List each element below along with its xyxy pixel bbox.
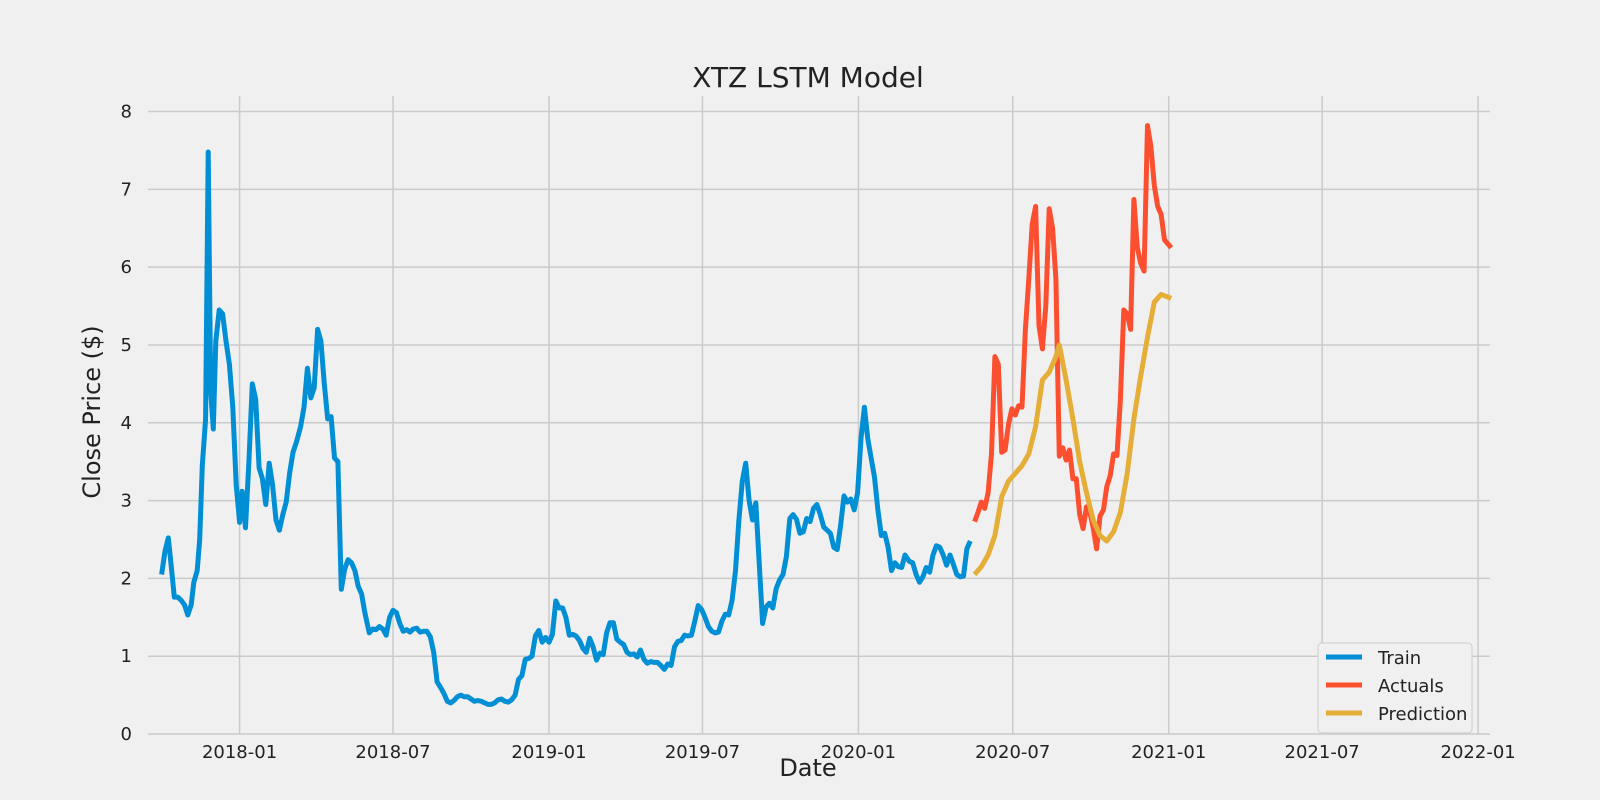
x-tick-label: 2021-07 — [1285, 742, 1360, 763]
series-line-actuals — [972, 123, 1174, 552]
y-tick-label: 0 — [121, 724, 132, 745]
y-tick-label: 2 — [121, 568, 132, 589]
x-axis-title: Date — [779, 754, 836, 782]
x-tick-label: 2022-01 — [1441, 742, 1516, 763]
legend-label-actuals: Actuals — [1378, 676, 1444, 697]
y-tick-label: 5 — [121, 335, 132, 356]
chart-title: XTZ LSTM Model — [692, 61, 923, 94]
y-tick-labels: 0 1 2 3 4 5 6 7 8 — [121, 102, 132, 745]
y-tick-label: 4 — [121, 413, 132, 434]
x-tick-label: 2019-01 — [511, 742, 586, 763]
x-tick-label: 2021-01 — [1131, 742, 1206, 763]
y-tick-label: 7 — [121, 179, 132, 200]
x-tick-label: 2019-07 — [665, 742, 740, 763]
y-tick-label: 1 — [121, 646, 132, 667]
legend-label-prediction: Prediction — [1378, 704, 1467, 725]
y-axis-title: Close Price ($) — [78, 325, 106, 498]
y-tick-label: 8 — [121, 102, 132, 123]
x-tick-label: 2020-07 — [975, 742, 1050, 763]
series-line-prediction — [972, 291, 1173, 577]
legend-items: Train Actuals Prediction — [1326, 648, 1467, 725]
y-tick-label: 6 — [121, 257, 132, 278]
series-line-train — [159, 149, 973, 707]
x-tick-label: 2018-01 — [202, 742, 277, 763]
x-tick-labels: 2018-01 2018-07 2019-01 2019-07 2020-01 2020-… — [202, 742, 1516, 763]
x-tick-label: 2020-01 — [821, 742, 896, 763]
y-tick-label: 3 — [121, 491, 132, 512]
series-lines — [159, 123, 1174, 707]
legend-label-train: Train — [1377, 648, 1421, 669]
x-tick-label: 2018-07 — [355, 742, 430, 763]
legend: Train Actuals Prediction — [1317, 642, 1473, 734]
